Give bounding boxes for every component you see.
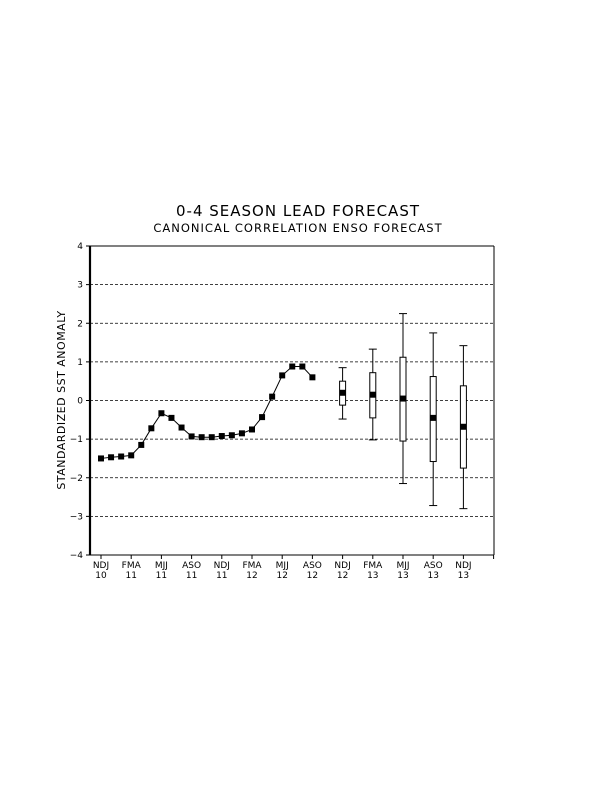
- observed-point: [188, 433, 195, 440]
- x-tick-label-season: NDJ: [455, 561, 471, 571]
- x-tick-label-year: 12: [276, 571, 287, 581]
- observed-point: [269, 393, 276, 400]
- x-tick-label-year: 10: [95, 571, 107, 581]
- forecast-box: [399, 313, 407, 485]
- forecast-point: [430, 414, 437, 421]
- x-tick-label-season: FMA: [363, 561, 383, 571]
- forecast-point: [460, 423, 467, 430]
- observed-point: [98, 455, 104, 462]
- x-tick-label-season: NDJ: [334, 561, 350, 571]
- observed-point: [309, 374, 316, 381]
- observed-point: [178, 424, 185, 431]
- observed-point: [138, 441, 145, 448]
- chart-title: 0-4 SEASON LEAD FORECAST: [176, 202, 420, 220]
- y-tick-label: −1: [70, 435, 83, 445]
- x-tick-label-season: ASO: [424, 561, 443, 571]
- x-tick-label-year: 13: [427, 571, 438, 581]
- x-tick-label-year: 11: [216, 571, 227, 581]
- x-tick-labels: NDJ10FMA11MJJ11ASO11NDJ11FMA12MJJ12ASO12…: [93, 561, 472, 581]
- x-tick-label-season: MJJ: [276, 561, 289, 571]
- x-tick-label-year: 13: [458, 571, 469, 581]
- observed-point: [168, 414, 175, 421]
- y-tick-label: −4: [70, 551, 84, 561]
- observed-point: [108, 454, 115, 461]
- forecast-series: [338, 313, 468, 510]
- x-tick-label-season: NDJ: [214, 561, 230, 571]
- observed-series: [98, 363, 316, 462]
- observed-point: [148, 425, 155, 432]
- x-tick-label-year: 11: [186, 571, 197, 581]
- forecast-point: [339, 389, 346, 396]
- chart-subtitle: CANONICAL CORRELATION ENSO FORECAST: [153, 221, 442, 235]
- observed-point: [198, 434, 205, 441]
- observed-point: [299, 363, 306, 370]
- y-axis-label: STANDARDIZED SST ANOMALY: [55, 310, 68, 489]
- forecast-box: [368, 348, 377, 441]
- grid-lines: [90, 284, 494, 517]
- x-tick-label-year: 11: [156, 571, 167, 581]
- x-tick-label-season: NDJ: [93, 561, 109, 571]
- x-tick-label-year: 12: [307, 571, 318, 581]
- observed-point: [208, 434, 215, 441]
- observed-point: [158, 410, 165, 417]
- x-tick-label-season: ASO: [182, 561, 201, 571]
- x-tick-label-year: 11: [125, 571, 136, 581]
- observed-point: [128, 452, 135, 459]
- observed-point: [289, 363, 296, 370]
- y-tick-label: 4: [77, 242, 83, 252]
- observed-point: [238, 430, 245, 437]
- observed-point: [118, 453, 125, 460]
- axes: [86, 245, 495, 559]
- y-tick-label: 3: [77, 281, 83, 291]
- y-tick-label: −3: [70, 512, 83, 522]
- observed-point: [259, 414, 266, 421]
- y-tick-labels: −4 −3 −2 −1 0 1 2 3 4: [70, 242, 84, 561]
- forecast-box: [429, 332, 438, 507]
- forecast-box: [459, 345, 468, 510]
- forecast-point: [369, 391, 376, 398]
- y-tick-label: 1: [77, 358, 83, 368]
- observed-line: [100, 366, 313, 459]
- y-tick-label: 2: [77, 319, 83, 329]
- forecast-box: [338, 367, 347, 420]
- x-tick-label-season: ASO: [303, 561, 322, 571]
- y-tick-label: −2: [70, 474, 83, 484]
- forecast-point: [400, 395, 406, 402]
- x-tick-label-year: 12: [246, 571, 257, 581]
- observed-point: [218, 433, 225, 440]
- x-tick-label-season: FMA: [242, 561, 262, 571]
- observed-point: [249, 426, 255, 433]
- x-tick-label-year: 13: [367, 571, 378, 581]
- x-tick-label-year: 13: [397, 571, 408, 581]
- x-tick-label-season: MJJ: [396, 561, 409, 571]
- x-tick-label-year: 12: [337, 571, 348, 581]
- x-tick-label-season: MJJ: [155, 561, 168, 571]
- y-tick-label: 0: [77, 397, 83, 407]
- observed-point: [228, 432, 235, 439]
- x-tick-label-season: FMA: [122, 561, 142, 571]
- observed-point: [279, 372, 286, 379]
